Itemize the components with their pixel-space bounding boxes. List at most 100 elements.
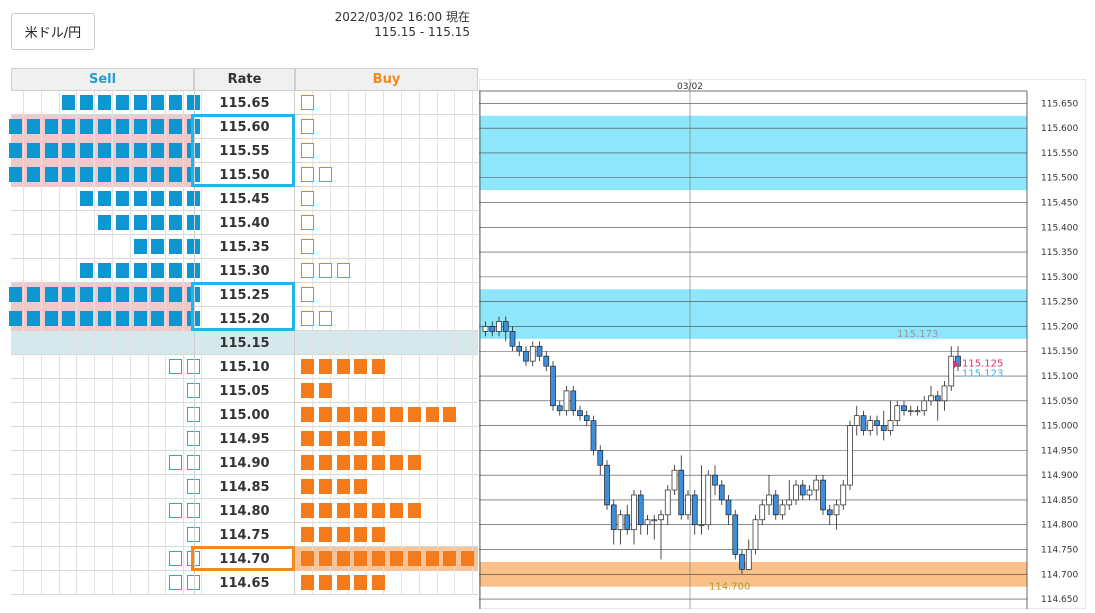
sell-order-square xyxy=(9,311,22,326)
rate-cell[interactable]: 114.95 xyxy=(194,427,295,451)
grid-line xyxy=(112,211,113,235)
sell-order-square xyxy=(187,215,200,230)
rate-cell[interactable]: 115.30 xyxy=(194,259,295,283)
sell-order-square xyxy=(80,263,94,278)
buy-order-square xyxy=(372,407,386,422)
grid-line xyxy=(365,283,367,307)
rate-cell[interactable]: 115.45 xyxy=(194,187,295,211)
candle-body xyxy=(840,484,847,506)
grid-line xyxy=(383,307,385,331)
candle-body xyxy=(536,345,543,357)
grid-line xyxy=(23,523,24,547)
grid-line xyxy=(454,115,456,139)
grid-line xyxy=(58,259,60,283)
grid-line xyxy=(347,211,349,235)
rate-cell[interactable]: 114.85 xyxy=(194,475,295,499)
candle-body xyxy=(529,345,536,362)
buy-order-square xyxy=(336,551,350,566)
grid-line xyxy=(472,283,474,307)
grid-line xyxy=(201,403,202,427)
candle-body xyxy=(799,484,806,496)
grid-line xyxy=(23,211,24,235)
sell-order-square xyxy=(169,119,183,134)
grid-line xyxy=(401,307,402,331)
timestamp-label: 2022/03/02 16:00 現在 xyxy=(334,10,470,24)
buy-order-square xyxy=(336,455,350,470)
grid-line xyxy=(183,307,185,331)
sell-position-square xyxy=(187,527,200,542)
grid-line xyxy=(418,523,420,547)
rate-cell[interactable]: 114.65 xyxy=(194,571,295,595)
sell-cell xyxy=(9,307,202,331)
buy-order-square xyxy=(372,551,386,566)
rate-cell[interactable]: 115.40 xyxy=(194,211,295,235)
rate-cell[interactable]: 115.00 xyxy=(194,403,295,427)
buy-order-square xyxy=(425,551,439,566)
candle-body xyxy=(577,410,583,417)
grid-line xyxy=(472,235,474,259)
rate-cell[interactable]: 114.90 xyxy=(194,451,295,475)
sell-cell xyxy=(11,403,202,427)
sell-cell xyxy=(11,571,202,595)
book-row: 115.35 xyxy=(11,235,491,259)
grid-line xyxy=(94,427,96,451)
rate-cell[interactable]: 114.80 xyxy=(194,499,295,523)
sell-cell xyxy=(11,475,202,499)
y-tick-label: 115.200 xyxy=(1041,322,1078,332)
sell-order-square xyxy=(62,311,76,326)
grid-line xyxy=(165,355,167,379)
grid-line xyxy=(329,235,331,259)
grid-line xyxy=(23,547,24,571)
grid-line xyxy=(347,163,349,187)
grid-line xyxy=(76,235,78,259)
low-price-label: 114.700 xyxy=(709,581,750,592)
rate-cell[interactable]: 115.10 xyxy=(194,355,295,379)
candle-body xyxy=(678,469,685,516)
buy-order-square xyxy=(407,407,421,422)
sell-order-square xyxy=(80,191,94,206)
buy-order-square xyxy=(318,575,332,590)
quote-header: 2022/03/02 16:00 現在 115.15 - 115.15 xyxy=(300,10,470,40)
grid-line xyxy=(112,139,113,163)
grid-line xyxy=(401,571,402,595)
grid-line xyxy=(165,427,167,451)
sell-order-square xyxy=(151,167,165,182)
grid-line xyxy=(201,163,202,187)
book-row: 115.10 xyxy=(11,355,491,379)
grid-line xyxy=(129,475,131,499)
grid-line xyxy=(147,451,149,475)
rate-cell[interactable]: 115.05 xyxy=(194,379,295,403)
buy-order-square xyxy=(301,575,314,590)
grid-line xyxy=(401,427,402,451)
grid-line xyxy=(76,283,78,307)
sell-position-square xyxy=(187,407,200,422)
grid-line xyxy=(58,307,60,331)
grid-line xyxy=(76,307,78,331)
grid-line xyxy=(201,211,202,235)
candle-body xyxy=(563,390,570,412)
sell-cell xyxy=(11,211,202,235)
grid-line xyxy=(112,331,113,355)
rate-cell[interactable]: 115.65 xyxy=(194,91,295,115)
rate-cell[interactable]: 114.75 xyxy=(194,523,295,547)
grid-line xyxy=(147,91,149,115)
grid-line xyxy=(58,403,60,427)
grid-line xyxy=(365,91,367,115)
candle-body xyxy=(685,494,691,516)
rate-cell[interactable]: 115.15 xyxy=(194,331,295,355)
sell-position-square xyxy=(187,479,200,494)
sell-order-square xyxy=(26,167,40,182)
buy-position-square xyxy=(318,167,332,182)
rate-cell[interactable]: 115.35 xyxy=(194,235,295,259)
buy-cell xyxy=(295,163,491,187)
currency-pair-button[interactable]: 米ドル/円 xyxy=(11,13,95,50)
grid-line xyxy=(94,187,96,211)
candle-body xyxy=(887,420,894,431)
buy-order-square xyxy=(354,359,368,374)
candle-body xyxy=(955,355,961,367)
grid-line xyxy=(165,571,167,595)
sell-order-square xyxy=(151,143,165,158)
grid-line xyxy=(347,139,349,163)
grid-line xyxy=(418,139,420,163)
grid-line xyxy=(472,523,474,547)
